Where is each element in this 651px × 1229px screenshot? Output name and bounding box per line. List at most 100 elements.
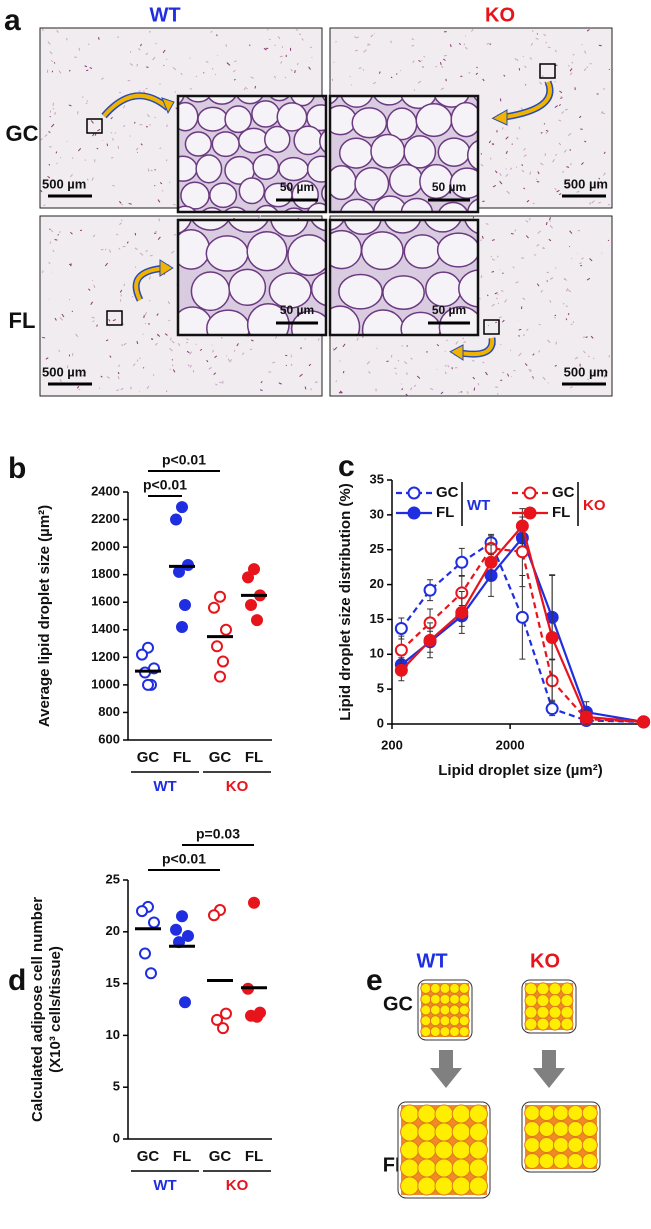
y-tick-label: 5: [377, 681, 384, 696]
tissue-strand: [186, 338, 189, 341]
adipocyte: [429, 1015, 441, 1027]
tissue-strand: [146, 114, 150, 118]
tissue-strand: [109, 355, 112, 358]
tissue-strand: [241, 352, 245, 355]
tissue-strand: [487, 324, 490, 327]
adipocyte: [468, 1104, 488, 1124]
tissue-strand: [50, 60, 54, 63]
adipocyte: [439, 993, 451, 1005]
significance-label: p=0.03: [196, 826, 240, 842]
data-point: [179, 996, 191, 1009]
column-label: WT: [416, 950, 447, 972]
tissue-strand: [152, 56, 156, 61]
tissue-strand: [590, 335, 594, 339]
tissue-strand: [576, 190, 580, 193]
tissue-strand: [584, 50, 587, 54]
tissue-strand: [372, 81, 376, 85]
tissue-strand: [226, 62, 231, 66]
tissue-strand: [515, 281, 519, 284]
tissue-strand: [511, 143, 513, 145]
tissue-strand: [472, 376, 476, 380]
x-tick-label: GC: [209, 749, 232, 766]
tissue-strand: [532, 353, 535, 356]
tissue-strand: [567, 185, 570, 188]
tissue-strand: [558, 142, 562, 146]
adipocyte: [190, 271, 231, 312]
adipocyte: [400, 1140, 420, 1160]
tissue-strand: [366, 360, 371, 365]
data-point: [136, 905, 148, 918]
tissue-strand: [556, 189, 560, 193]
tissue-strand: [577, 229, 581, 232]
tissue-strand: [106, 376, 111, 379]
adipocyte: [178, 205, 197, 212]
y-tick-label: 800: [98, 704, 120, 719]
adipocyte: [434, 1104, 454, 1124]
y-tick-label: 1400: [91, 621, 120, 636]
adipocyte: [238, 177, 266, 205]
tissue-strand: [86, 178, 89, 181]
tissue-strand: [479, 239, 482, 241]
tissue-strand: [390, 354, 393, 358]
tissue-strand: [491, 239, 495, 241]
y-tick-label: 10: [106, 1027, 120, 1042]
tissue-strand: [362, 69, 365, 71]
tissue-strand: [129, 63, 134, 66]
adipocyte: [581, 1153, 598, 1169]
tissue-strand: [78, 47, 81, 51]
tissue-strand: [569, 230, 573, 234]
adipocyte: [255, 204, 279, 212]
data-point: [217, 1022, 229, 1035]
tissue-strand: [119, 222, 122, 226]
tissue-strand: [395, 73, 398, 75]
tissue-strand: [116, 389, 120, 392]
tissue-strand: [148, 276, 151, 280]
tissue-strand: [157, 236, 161, 240]
tissue-strand: [418, 59, 421, 63]
tissue-strand: [171, 340, 175, 344]
y-axis-label: Calculated adipose cell number: [29, 897, 46, 1122]
adipocyte: [306, 155, 326, 183]
tissue-strand: [172, 66, 177, 71]
tissue-strand: [180, 72, 183, 76]
tissue-strand: [138, 90, 141, 92]
tissue-strand: [109, 249, 112, 253]
data-point: [394, 663, 408, 677]
tissue-strand: [101, 77, 104, 80]
tissue-strand: [589, 258, 593, 262]
tissue-strand: [472, 215, 475, 219]
tissue-strand: [526, 199, 530, 203]
adipocyte: [382, 275, 425, 310]
tissue-strand: [496, 392, 499, 395]
adipocyte: [434, 1122, 454, 1142]
adipocyte: [437, 137, 471, 167]
adipocyte: [180, 181, 210, 210]
tissue-strand: [92, 133, 95, 137]
tissue-strand: [536, 33, 539, 35]
tissue-strand: [554, 187, 557, 191]
tissue-strand: [119, 289, 123, 293]
adipocyte: [184, 131, 212, 157]
tissue-strand: [171, 359, 174, 361]
tissue-strand: [363, 49, 367, 53]
y-tick-label: 0: [113, 1130, 120, 1145]
adipocyte: [330, 96, 340, 105]
inset-cells: [178, 96, 326, 212]
tissue-strand: [480, 163, 484, 167]
tissue-strand: [117, 376, 120, 380]
tissue-strand: [145, 87, 148, 90]
tissue-strand: [545, 221, 548, 226]
tissue-strand: [70, 231, 73, 235]
tissue-strand: [59, 230, 61, 234]
tissue-strand: [560, 96, 564, 99]
tissue-strand: [435, 65, 438, 68]
tissue-strand: [569, 68, 573, 72]
scale-bar-label: 500 µm: [42, 364, 86, 379]
arrow-head: [449, 344, 464, 361]
tissue-strand: [79, 229, 83, 232]
adipocyte: [287, 234, 326, 277]
tissue-strand: [525, 220, 529, 223]
adipocyte: [319, 129, 326, 154]
tissue-strand: [548, 238, 552, 242]
tissue-strand: [501, 319, 505, 323]
